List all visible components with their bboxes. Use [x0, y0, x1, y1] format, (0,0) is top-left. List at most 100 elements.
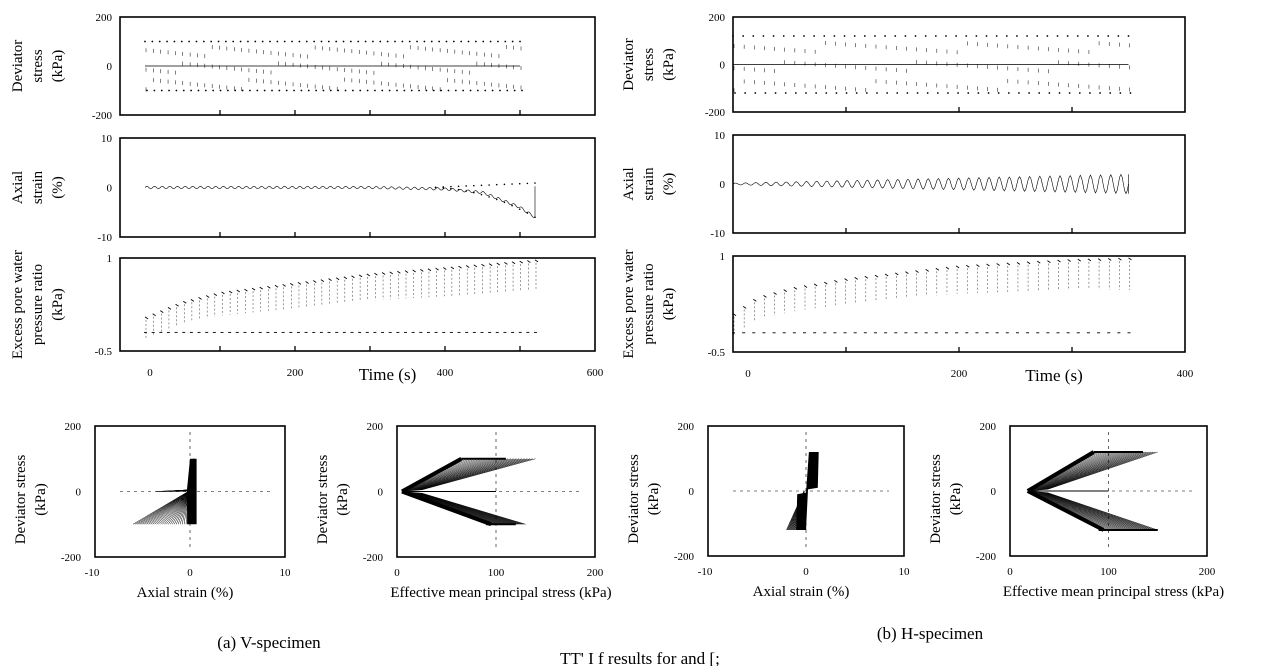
peak-point	[1066, 35, 1069, 37]
y-axis-label: Excess pore water	[621, 249, 637, 358]
peak-point	[504, 40, 507, 43]
loop-line	[174, 494, 189, 525]
strain-cycle	[335, 185, 345, 190]
peak-point	[432, 89, 435, 92]
peak-point	[1005, 35, 1008, 37]
peak-point	[219, 89, 222, 92]
ratio-peak	[915, 270, 919, 273]
ratio-peak	[905, 271, 909, 275]
x-tick-label: 100	[488, 567, 505, 579]
x-tick-label: 600	[587, 367, 604, 379]
peak-point	[313, 40, 316, 43]
peak-point	[263, 89, 266, 92]
peak-point	[782, 35, 785, 37]
peak-point	[401, 40, 404, 43]
path-line	[1027, 490, 1104, 531]
path-line	[1045, 492, 1152, 531]
path-line	[1038, 451, 1130, 491]
peak-point	[874, 35, 876, 37]
ratio-peak	[328, 278, 332, 282]
loop-line	[185, 496, 189, 525]
strain-cycle	[1016, 176, 1028, 192]
peak-point	[241, 89, 244, 92]
peak-point	[906, 92, 909, 94]
peak-point	[1087, 35, 1089, 37]
x-tick-label: 200	[951, 368, 968, 380]
ratio-peak	[228, 290, 233, 294]
ratio-peak	[297, 282, 302, 285]
peak-point	[815, 92, 818, 94]
y-tick-label: 1	[107, 253, 113, 265]
peak-point	[1036, 35, 1039, 37]
loop-line	[177, 495, 189, 525]
peak-point	[467, 40, 470, 43]
ratio-peak	[504, 262, 508, 265]
peak-point	[1117, 35, 1120, 37]
strain-cycle	[450, 188, 459, 192]
strain-cycle	[404, 186, 413, 190]
strain-point	[473, 184, 475, 187]
h-stress-strain-chart: 200 0 -200-10 0 10 Axial strain (%) Deviator s…	[626, 421, 910, 600]
peak-point	[1078, 92, 1081, 94]
peak-point	[320, 40, 323, 43]
peak-point	[774, 92, 777, 94]
y-axis-label: (%)	[50, 176, 66, 199]
x-axis-label: Time (s)	[359, 365, 416, 384]
strain-cycle	[458, 188, 467, 193]
path-line	[1029, 490, 1108, 531]
peak-point	[217, 40, 220, 43]
path-line	[1027, 451, 1094, 492]
y-tick-label: 200	[678, 421, 695, 433]
y-axis-label: Deviator stress	[626, 454, 642, 544]
path-line	[1035, 491, 1126, 531]
peak-point	[967, 92, 970, 94]
peak-point	[482, 40, 485, 43]
strain-cycle	[389, 186, 398, 190]
path-line	[1028, 451, 1097, 492]
y-axis-label: Excess pore water	[10, 250, 26, 359]
peak-point	[403, 89, 406, 92]
ratio-peak	[198, 297, 202, 300]
strain-cycle	[144, 185, 153, 190]
path-line	[404, 491, 497, 525]
v-ppr-time-chart: 1 -0.5 Excess pore water pressure ratio (kPa…	[10, 250, 604, 384]
y-tick-label: -10	[97, 232, 112, 244]
path-line	[1045, 451, 1151, 490]
peak-point	[344, 89, 347, 92]
ratio-peak	[1057, 259, 1061, 263]
path-line	[1047, 492, 1158, 531]
path-line	[1032, 491, 1116, 531]
strain-cycle	[996, 176, 1008, 192]
peak-point	[452, 40, 455, 43]
path-line	[408, 458, 487, 492]
ratio-peak	[351, 275, 355, 279]
strain-cycle	[351, 185, 360, 190]
ratio-peak	[427, 268, 432, 272]
strain-point	[518, 182, 521, 185]
peak-point	[886, 92, 889, 94]
path-line	[415, 458, 511, 491]
path-line	[404, 458, 470, 492]
series-marks	[732, 173, 1129, 195]
peak-point	[357, 40, 360, 43]
plot-frame	[396, 425, 596, 558]
x-tick-label: 0	[745, 368, 751, 380]
peak-point	[497, 40, 499, 43]
ratio-peak	[519, 260, 523, 264]
peak-point	[1109, 92, 1112, 94]
peak-point	[977, 92, 980, 94]
strain-cycle	[854, 179, 866, 189]
ratio-peak	[290, 283, 294, 286]
strain-cycle	[213, 185, 222, 190]
peak-point	[418, 89, 420, 92]
path-line	[1034, 491, 1124, 531]
peak-point	[843, 35, 846, 37]
ratio-peak	[864, 275, 869, 279]
peak-point	[204, 89, 207, 92]
strain-cycle	[397, 186, 406, 190]
peak-point	[754, 92, 757, 94]
path-line	[1032, 451, 1111, 491]
peak-point	[447, 89, 450, 92]
peak-point	[792, 35, 795, 37]
strain-cycle	[274, 185, 283, 190]
